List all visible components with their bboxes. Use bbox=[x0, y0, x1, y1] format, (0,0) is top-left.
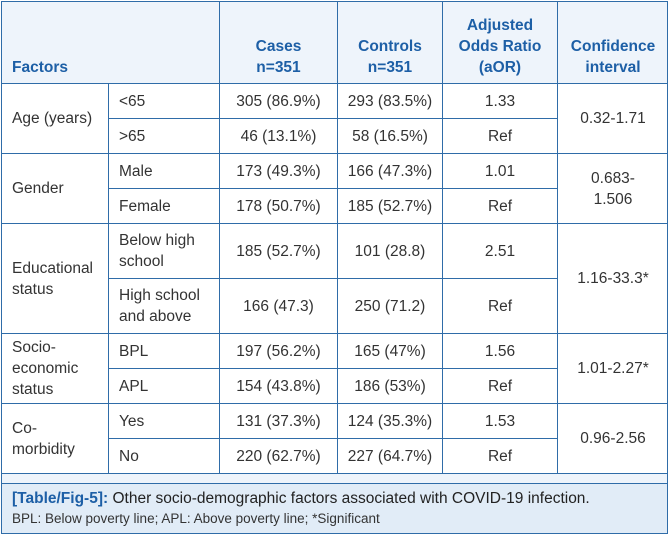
controls-value: 166 (47.3%) bbox=[337, 153, 443, 189]
cases-value: 173 (49.3%) bbox=[219, 153, 338, 189]
table-row: Educational status Below high school 185 (… bbox=[2, 223, 667, 334]
aor-value: 2.51 bbox=[442, 223, 558, 279]
header-factors: Factors bbox=[2, 2, 220, 84]
table-row: >65 46 (13.1%) 58 (16.5%) Ref bbox=[2, 118, 667, 154]
cases-value: 154 (43.8%) bbox=[219, 368, 338, 404]
factor-educational-status: Educational status bbox=[2, 223, 109, 334]
subcategory: No bbox=[108, 438, 220, 474]
table-row: APL 154 (43.8%) 186 (53%) Ref bbox=[2, 368, 667, 404]
aor-value: Ref bbox=[442, 278, 558, 334]
factor-gender: Gender bbox=[2, 153, 109, 224]
header-cases: Cases n=351 bbox=[219, 2, 338, 84]
aor-value: Ref bbox=[442, 438, 558, 474]
factor-co-morbidity: Co-morbidity bbox=[2, 403, 109, 474]
cases-value: 46 (13.1%) bbox=[219, 118, 338, 154]
aor-value: Ref bbox=[442, 188, 558, 224]
subcategory: APL bbox=[108, 368, 220, 404]
header-controls: Controls n=351 bbox=[337, 2, 443, 84]
header-row: Factors Cases n=351 Controls n=351 Adjuste… bbox=[2, 2, 667, 84]
caption-note: BPL: Below poverty line; APL: Above pove… bbox=[12, 511, 380, 526]
controls-value: 58 (16.5%) bbox=[337, 118, 443, 154]
aor-value: 1.56 bbox=[442, 333, 558, 369]
controls-value: 124 (35.3%) bbox=[337, 403, 443, 439]
subcategory: Male bbox=[108, 153, 220, 189]
subcategory: Yes bbox=[108, 403, 220, 439]
cases-value: 220 (62.7%) bbox=[219, 438, 338, 474]
cases-value: 131 (37.3%) bbox=[219, 403, 338, 439]
ci-value: 0.683- 1.506 bbox=[557, 153, 667, 224]
controls-value: 293 (83.5%) bbox=[337, 83, 443, 119]
controls-value: 185 (52.7%) bbox=[337, 188, 443, 224]
table-row: Female 178 (50.7%) 185 (52.7%) Ref bbox=[2, 188, 667, 224]
subcategory: Female bbox=[108, 188, 220, 224]
cases-value: 178 (50.7%) bbox=[219, 188, 338, 224]
caption-title: [Table/Fig-5]: Other socio-demographic f… bbox=[12, 488, 667, 509]
aor-value: 1.53 bbox=[442, 403, 558, 439]
ci-value: 0.32-1.71 bbox=[557, 83, 667, 154]
cases-value: 305 (86.9%) bbox=[219, 83, 338, 119]
caption-label: [Table/Fig-5]: bbox=[12, 490, 109, 507]
controls-value: 227 (64.7%) bbox=[337, 438, 443, 474]
ci-value: 1.16-33.3* bbox=[557, 223, 667, 334]
aor-value: Ref bbox=[442, 368, 558, 404]
cases-value: 166 (47.3) bbox=[219, 278, 338, 334]
aor-value: 1.01 bbox=[442, 153, 558, 189]
factor-age: Age (years) bbox=[2, 83, 109, 154]
cases-value: 197 (56.2%) bbox=[219, 333, 338, 369]
controls-value: 165 (47%) bbox=[337, 333, 443, 369]
header-aor: Adjusted Odds Ratio (aOR) bbox=[442, 2, 558, 84]
table-row: Gender Male 173 (49.3%) 166 (47.3%) 1.01… bbox=[2, 153, 667, 224]
aor-value: Ref bbox=[442, 118, 558, 154]
factors-table: Factors Cases n=351 Controls n=351 Adjuste… bbox=[2, 2, 667, 474]
subcategory: >65 bbox=[108, 118, 220, 154]
table-row: High school and above 166 (47.3) 250 (71.… bbox=[2, 278, 667, 334]
controls-value: 186 (53%) bbox=[337, 368, 443, 404]
table-row: Co-morbidity Yes 131 (37.3%) 124 (35.3%)… bbox=[2, 403, 667, 474]
ci-value: 1.01-2.27* bbox=[557, 333, 667, 404]
table-row: Age (years) <65 305 (86.9%) 293 (83.5%) … bbox=[2, 83, 667, 154]
table-caption: [Table/Fig-5]: Other socio-demographic f… bbox=[2, 483, 667, 533]
subcategory: <65 bbox=[108, 83, 220, 119]
subcategory: High school and above bbox=[108, 278, 220, 334]
header-ci: Confidence interval bbox=[557, 2, 667, 84]
controls-value: 101 (28.8) bbox=[337, 223, 443, 279]
cases-value: 185 (52.7%) bbox=[219, 223, 338, 279]
controls-value: 250 (71.2) bbox=[337, 278, 443, 334]
table-row: Socio-economic status BPL 197 (56.2%) 165… bbox=[2, 333, 667, 404]
subcategory: BPL bbox=[108, 333, 220, 369]
caption-text: Other socio-demographic factors associat… bbox=[112, 490, 590, 507]
subcategory: Below high school bbox=[108, 223, 220, 279]
table-row: No 220 (62.7%) 227 (64.7%) Ref bbox=[2, 438, 667, 474]
factor-socio-economic-status: Socio-economic status bbox=[2, 333, 109, 404]
aor-value: 1.33 bbox=[442, 83, 558, 119]
ci-value: 0.96-2.56 bbox=[557, 403, 667, 474]
